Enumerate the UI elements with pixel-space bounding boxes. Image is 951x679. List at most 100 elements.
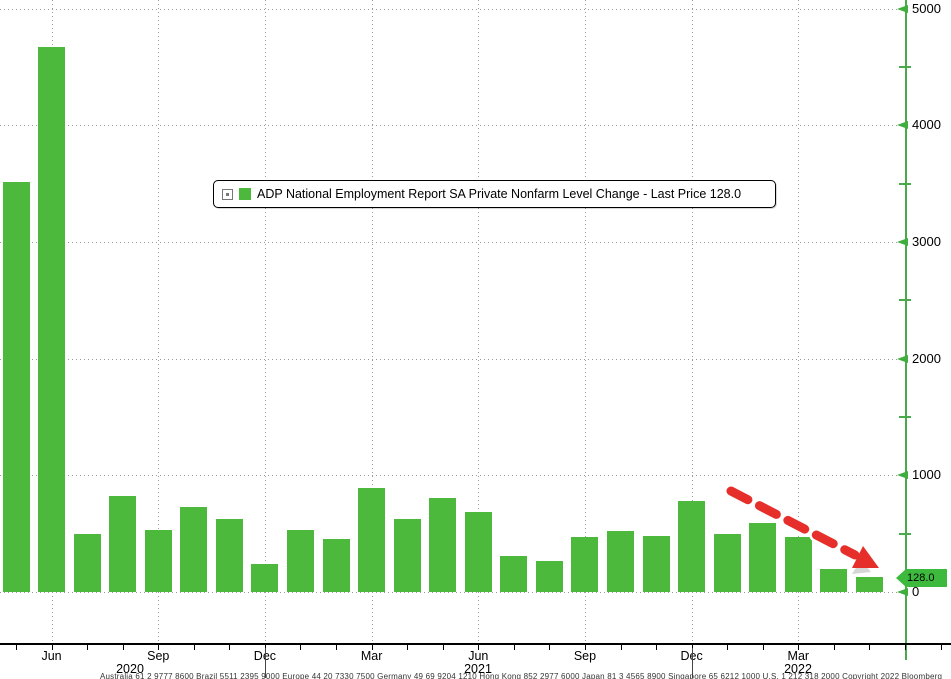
bar-aug-2020 [109, 495, 137, 592]
vertical-gridline [371, 0, 373, 643]
horizontal-gridline [0, 125, 905, 127]
y-major-tick-arrow-icon [897, 588, 908, 596]
y-major-tick-arrow-icon [897, 4, 908, 13]
x-month-tick [371, 645, 373, 650]
bar-apr-2021 [393, 519, 421, 592]
last-price-tag: 128.0 [896, 569, 947, 587]
x-quarter-label: Jun [468, 649, 489, 663]
x-month-tick [407, 645, 409, 650]
horizontal-gridline [0, 8, 905, 10]
x-month-tick [727, 645, 729, 650]
legend-series-swatch-icon [239, 188, 251, 200]
vertical-gridline [478, 0, 480, 643]
x-quarter-label: Sep [573, 649, 597, 663]
y-major-tick-arrow-icon [897, 121, 908, 130]
vertical-gridline [584, 0, 586, 643]
year-separator-line [691, 648, 693, 678]
y-tick-label: 5000 [912, 0, 941, 16]
y-minor-tick [899, 532, 911, 535]
y-major-tick-arrow-icon [897, 354, 908, 363]
bar-aug-2021 [535, 561, 563, 592]
bar-dec-2021 [678, 501, 706, 592]
bar-feb-2022 [749, 523, 777, 592]
x-month-tick [229, 645, 231, 650]
bar-jul-2020 [73, 533, 101, 592]
vertical-gridline [691, 0, 693, 643]
bloomberg-footer-text: Australia 61 2 9777 8600 Brazil 5511 239… [100, 672, 945, 679]
x-quarter-label: Sep [147, 649, 170, 663]
bar-may-2020 [2, 182, 30, 592]
y-major-tick-arrow-icon [897, 238, 908, 247]
bar-jun-2021 [464, 512, 492, 592]
year-separator-line [264, 648, 266, 678]
x-month-tick [549, 645, 551, 650]
x-month-tick [478, 645, 480, 650]
x-year-label: 2021 [464, 662, 492, 676]
legend-expand-glyph [226, 192, 229, 196]
horizontal-gridline [0, 358, 905, 360]
y-tick-label: 3000 [912, 234, 941, 250]
y-minor-tick [899, 66, 911, 69]
bar-jan-2021 [286, 530, 314, 592]
bar-may-2022 [855, 577, 883, 592]
x-month-tick [905, 645, 906, 650]
x-month-tick [620, 645, 622, 650]
x-month-tick [762, 645, 764, 650]
vertical-gridline [158, 0, 160, 643]
legend-box[interactable]: ADP National Employment Report SA Privat… [213, 180, 776, 208]
bar-jun-2020 [38, 47, 66, 592]
vertical-gridline [264, 0, 266, 643]
x-quarter-label: Jun [41, 649, 62, 663]
y-tick-label: 1000 [912, 467, 941, 483]
bar-feb-2021 [322, 538, 350, 592]
x-quarter-label: Mar [787, 649, 810, 663]
bar-dec-2020 [251, 564, 279, 592]
y-tick-label: 0 [912, 584, 920, 599]
x-month-tick [300, 645, 302, 650]
bar-may-2021 [429, 498, 457, 592]
bar-apr-2022 [820, 568, 848, 592]
x-year-label: 2022 [784, 662, 812, 676]
x-month-tick [16, 645, 17, 650]
y-tick-label: 2000 [912, 350, 941, 366]
horizontal-gridline [0, 475, 905, 477]
x-month-tick [158, 645, 160, 650]
bar-sep-2020 [144, 530, 172, 592]
x-month-tick [869, 645, 871, 650]
last-price-tag-arrow-icon [896, 569, 906, 587]
y-minor-tick [899, 299, 911, 302]
x-month-tick [940, 645, 942, 650]
x-month-tick [87, 645, 89, 650]
bar-mar-2022 [784, 537, 812, 592]
bar-nov-2020 [215, 519, 243, 592]
x-year-label: 2020 [116, 662, 144, 676]
legend-series-label: ADP National Employment Report SA Privat… [257, 187, 742, 201]
y-minor-tick [899, 182, 911, 185]
x-month-tick [833, 645, 835, 650]
bar-mar-2021 [358, 488, 386, 592]
x-month-tick [584, 645, 586, 650]
legend-expand-icon[interactable] [222, 188, 233, 200]
bar-nov-2021 [642, 536, 670, 592]
y-minor-tick [899, 416, 911, 419]
y-major-tick-arrow-icon [897, 471, 908, 480]
y-tick-label: 4000 [912, 117, 941, 133]
bar-jul-2021 [500, 555, 528, 592]
bar-jan-2022 [713, 533, 741, 592]
x-month-tick [691, 645, 693, 650]
horizontal-gridline [0, 242, 905, 244]
bar-sep-2021 [571, 536, 599, 592]
x-month-tick [513, 645, 515, 650]
x-month-tick [193, 645, 195, 650]
x-axis-line [0, 643, 951, 645]
y-axis-line [905, 0, 907, 660]
x-month-tick [264, 645, 266, 650]
vertical-gridline [798, 0, 800, 643]
bar-oct-2020 [180, 506, 208, 592]
x-month-tick [656, 645, 658, 650]
x-month-tick [51, 645, 53, 650]
x-month-tick [336, 645, 338, 650]
x-month-tick [442, 645, 444, 650]
last-price-value: 128.0 [906, 569, 947, 587]
